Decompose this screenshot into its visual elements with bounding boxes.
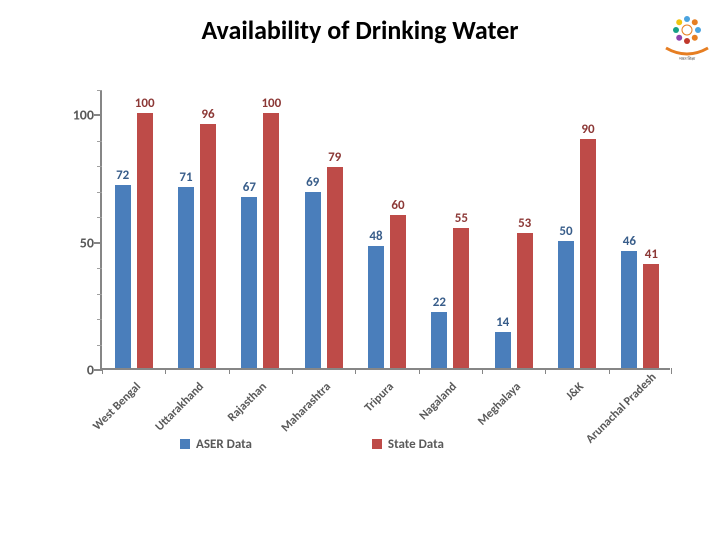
bar-value-label: 79 (328, 150, 341, 165)
y-tick-label: 100 (64, 107, 94, 124)
legend-label: State Data (388, 437, 444, 452)
bar-value-label: 72 (116, 168, 129, 183)
bar (390, 215, 406, 368)
bar-value-label: 96 (201, 107, 214, 122)
y-tick-label: 0 (64, 362, 94, 379)
bar (495, 332, 511, 368)
legend-swatch (180, 439, 190, 449)
bar-value-label: 55 (455, 211, 468, 226)
bar-value-label: 48 (369, 229, 382, 244)
bar-value-label: 69 (306, 175, 319, 190)
bar (305, 192, 321, 368)
bar (200, 124, 216, 368)
bar (517, 233, 533, 368)
bar-value-label: 41 (645, 247, 658, 262)
bar (453, 228, 469, 368)
bar (115, 185, 131, 368)
bar (263, 113, 279, 368)
legend-item: State Data (372, 437, 444, 452)
bar (368, 246, 384, 368)
x-tick-label: West Bengal (77, 380, 143, 446)
legend-swatch (372, 439, 382, 449)
bar-value-label: 22 (433, 295, 446, 310)
bar-value-label: 60 (391, 198, 404, 213)
bar-value-label: 50 (559, 224, 572, 239)
bar (327, 167, 343, 368)
bar (241, 197, 257, 368)
bar-value-label: 100 (135, 96, 155, 111)
bar-value-label: 100 (261, 96, 281, 111)
x-tick-label: Meghalaya (457, 380, 523, 446)
bar-value-label: 46 (623, 234, 636, 249)
y-tick-label: 50 (64, 234, 94, 251)
plot-area: 05010072100West Bengal7196Uttarakhand671… (100, 90, 670, 370)
bar-value-label: 53 (518, 216, 531, 231)
slide: Availability of Drinking Water भारत शिक्… (0, 0, 720, 540)
bar (178, 187, 194, 368)
chart: 05010072100West Bengal7196Uttarakhand671… (60, 90, 680, 460)
x-tick-label: Arunachal Pradesh (584, 380, 650, 446)
legend-label: ASER Data (196, 437, 252, 452)
bar (137, 113, 153, 368)
bar-value-label: 90 (581, 122, 594, 137)
slide-title: Availability of Drinking Water (0, 14, 720, 46)
bar (431, 312, 447, 368)
bar-value-label: 14 (496, 315, 509, 330)
svg-text:भारत शिक्षा: भारत शिक्षा (679, 56, 696, 62)
bar (580, 139, 596, 368)
legend-item: ASER Data (180, 437, 252, 452)
bar-value-label: 71 (179, 170, 192, 185)
x-tick-label: J&K (520, 380, 586, 446)
bar (621, 251, 637, 368)
legend: ASER Data State Data (180, 434, 444, 454)
org-logo-icon: भारत शिक्षा (660, 8, 714, 62)
bar-value-label: 67 (243, 180, 256, 195)
bar (643, 264, 659, 368)
bar (558, 241, 574, 368)
